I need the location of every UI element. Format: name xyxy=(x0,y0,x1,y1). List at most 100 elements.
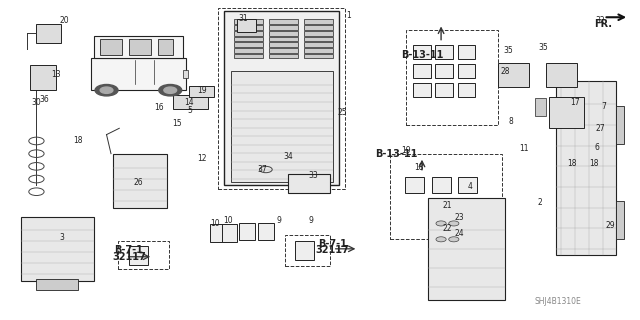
FancyBboxPatch shape xyxy=(91,59,186,90)
Text: 35: 35 xyxy=(503,46,513,55)
FancyBboxPatch shape xyxy=(234,42,262,47)
FancyBboxPatch shape xyxy=(413,83,431,97)
Text: 26: 26 xyxy=(134,178,143,187)
FancyBboxPatch shape xyxy=(225,11,339,185)
Text: 10: 10 xyxy=(210,219,220,228)
FancyBboxPatch shape xyxy=(173,95,209,109)
FancyBboxPatch shape xyxy=(210,224,226,242)
Text: 1: 1 xyxy=(346,11,351,20)
Text: 33: 33 xyxy=(308,172,319,180)
FancyBboxPatch shape xyxy=(413,64,431,78)
Text: 36: 36 xyxy=(40,95,49,104)
FancyBboxPatch shape xyxy=(294,241,314,260)
Text: 23: 23 xyxy=(454,212,464,222)
Text: 32117: 32117 xyxy=(112,252,146,262)
Text: 31: 31 xyxy=(239,14,248,23)
FancyBboxPatch shape xyxy=(183,69,188,77)
FancyBboxPatch shape xyxy=(269,36,298,41)
Circle shape xyxy=(436,221,446,226)
FancyBboxPatch shape xyxy=(100,39,122,55)
Text: 18: 18 xyxy=(589,159,599,168)
FancyBboxPatch shape xyxy=(94,36,183,59)
Text: 6: 6 xyxy=(595,143,600,152)
FancyBboxPatch shape xyxy=(304,36,333,41)
FancyBboxPatch shape xyxy=(304,48,333,53)
Text: 13: 13 xyxy=(51,70,60,79)
FancyBboxPatch shape xyxy=(549,97,584,128)
FancyBboxPatch shape xyxy=(239,223,255,240)
FancyBboxPatch shape xyxy=(258,223,274,240)
Text: 30: 30 xyxy=(31,99,42,108)
Text: 10: 10 xyxy=(223,216,232,225)
Text: 8: 8 xyxy=(509,117,513,126)
Text: 17: 17 xyxy=(570,99,580,108)
FancyBboxPatch shape xyxy=(36,24,61,43)
Text: 32: 32 xyxy=(596,16,605,25)
Text: SHJ4B1310E: SHJ4B1310E xyxy=(534,297,581,306)
FancyBboxPatch shape xyxy=(269,48,298,53)
Text: 4: 4 xyxy=(467,182,472,191)
Text: 32117: 32117 xyxy=(316,245,349,255)
Text: 15: 15 xyxy=(172,119,181,128)
Text: 9: 9 xyxy=(276,216,281,225)
FancyBboxPatch shape xyxy=(234,31,262,36)
Text: 19: 19 xyxy=(197,86,207,95)
FancyBboxPatch shape xyxy=(231,71,333,182)
Circle shape xyxy=(164,87,177,93)
FancyBboxPatch shape xyxy=(234,36,262,41)
Text: 11: 11 xyxy=(519,144,529,153)
FancyBboxPatch shape xyxy=(428,198,505,300)
FancyBboxPatch shape xyxy=(435,45,453,59)
FancyBboxPatch shape xyxy=(129,246,148,265)
FancyBboxPatch shape xyxy=(556,81,616,255)
Text: B-7-1: B-7-1 xyxy=(318,239,347,249)
FancyBboxPatch shape xyxy=(616,201,624,239)
FancyBboxPatch shape xyxy=(157,39,173,55)
Text: 14: 14 xyxy=(184,99,194,108)
FancyBboxPatch shape xyxy=(189,86,214,97)
FancyBboxPatch shape xyxy=(129,39,151,55)
Text: B-7-1: B-7-1 xyxy=(115,245,143,255)
Text: 16: 16 xyxy=(154,103,164,112)
FancyBboxPatch shape xyxy=(535,98,546,116)
Text: 27: 27 xyxy=(596,124,605,133)
FancyBboxPatch shape xyxy=(269,42,298,47)
FancyBboxPatch shape xyxy=(20,217,94,281)
FancyBboxPatch shape xyxy=(269,20,298,24)
Text: 5: 5 xyxy=(187,106,192,115)
FancyBboxPatch shape xyxy=(546,63,577,87)
FancyBboxPatch shape xyxy=(435,83,453,97)
FancyBboxPatch shape xyxy=(435,64,453,78)
FancyBboxPatch shape xyxy=(269,25,298,30)
FancyBboxPatch shape xyxy=(304,54,333,59)
Text: 37: 37 xyxy=(258,165,268,174)
Text: 18: 18 xyxy=(567,159,577,168)
Text: 21: 21 xyxy=(443,202,452,211)
FancyBboxPatch shape xyxy=(458,178,477,193)
FancyBboxPatch shape xyxy=(234,54,262,59)
FancyBboxPatch shape xyxy=(269,31,298,36)
Text: 35: 35 xyxy=(538,43,548,52)
FancyBboxPatch shape xyxy=(221,224,237,242)
FancyBboxPatch shape xyxy=(304,20,333,24)
FancyBboxPatch shape xyxy=(36,279,78,290)
FancyBboxPatch shape xyxy=(413,45,431,59)
FancyBboxPatch shape xyxy=(234,20,262,24)
FancyBboxPatch shape xyxy=(304,42,333,47)
Circle shape xyxy=(159,84,182,96)
FancyBboxPatch shape xyxy=(288,174,330,193)
FancyBboxPatch shape xyxy=(616,106,624,144)
Text: 7: 7 xyxy=(601,101,606,111)
Circle shape xyxy=(100,87,113,93)
Text: 18: 18 xyxy=(414,164,424,172)
FancyBboxPatch shape xyxy=(458,64,476,78)
FancyBboxPatch shape xyxy=(269,54,298,59)
FancyBboxPatch shape xyxy=(458,83,476,97)
Text: 3: 3 xyxy=(60,233,65,242)
Circle shape xyxy=(449,237,459,242)
FancyBboxPatch shape xyxy=(113,154,167,208)
Circle shape xyxy=(436,237,446,242)
Text: 29: 29 xyxy=(605,220,615,229)
FancyBboxPatch shape xyxy=(234,25,262,30)
Text: 20: 20 xyxy=(59,16,68,25)
